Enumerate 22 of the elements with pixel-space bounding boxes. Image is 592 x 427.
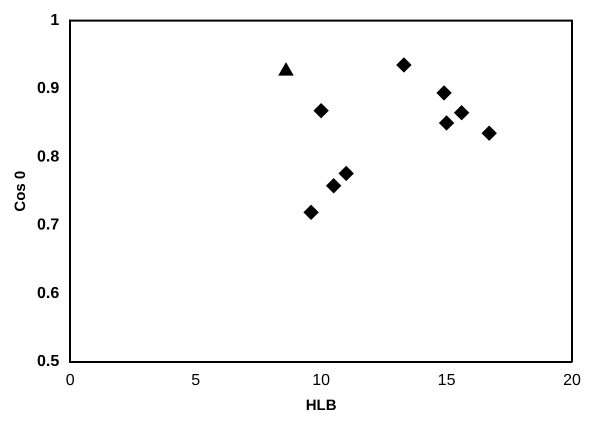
x-tick-label: 20 (563, 372, 581, 389)
x-tick-label: 10 (312, 372, 330, 389)
point (396, 57, 412, 72)
x-tick-label: 0 (66, 372, 75, 389)
y-tick-label: 0.7 (36, 216, 60, 234)
x-tick-label: 5 (191, 372, 200, 389)
y-tick-label: 0.5 (36, 353, 60, 370)
x-tick-label: 15 (438, 372, 456, 389)
point (314, 103, 329, 118)
x-axis-title: HLB (306, 397, 337, 414)
y-tick-label: 0.9 (36, 80, 60, 98)
point (304, 204, 319, 220)
y-tick-label: 0.6 (36, 284, 60, 302)
point (482, 126, 497, 141)
y-tick-label: 0.8 (36, 148, 60, 166)
y-axis-title: Cos 0 (12, 170, 30, 212)
y-tick-label: 1 (50, 12, 60, 30)
point (436, 85, 452, 100)
point (326, 178, 342, 194)
point (454, 105, 470, 120)
point (439, 115, 454, 130)
point (338, 166, 354, 181)
